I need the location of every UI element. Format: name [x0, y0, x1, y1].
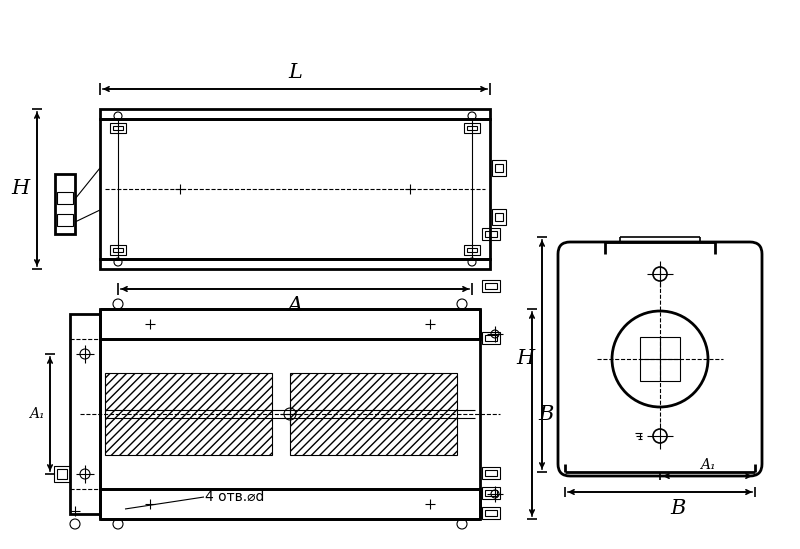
Bar — [57, 469, 67, 479]
Bar — [482, 280, 500, 292]
Bar — [485, 231, 497, 237]
Bar — [57, 214, 73, 226]
Text: 4 отв.⌀d: 4 отв.⌀d — [205, 490, 264, 504]
Bar — [467, 126, 477, 130]
Bar — [113, 248, 123, 252]
Bar — [467, 248, 477, 252]
Bar — [485, 335, 497, 341]
Text: A₁: A₁ — [30, 407, 45, 421]
Bar — [113, 126, 123, 130]
Bar — [482, 507, 500, 519]
Bar — [105, 373, 272, 455]
Bar — [640, 337, 680, 381]
Bar — [464, 123, 480, 133]
Bar — [464, 245, 480, 255]
Text: H: H — [12, 180, 30, 199]
Text: A: A — [287, 296, 302, 315]
Bar — [492, 160, 506, 176]
Bar — [290, 373, 457, 455]
Bar — [482, 228, 500, 240]
Bar — [70, 314, 100, 514]
Bar — [495, 164, 503, 172]
Bar — [485, 283, 497, 289]
Bar — [57, 192, 73, 204]
Bar — [110, 123, 126, 133]
Text: H: H — [517, 350, 535, 368]
Bar — [100, 109, 490, 119]
Bar — [54, 466, 70, 482]
Text: A₁: A₁ — [700, 458, 715, 472]
Bar — [100, 309, 480, 339]
Bar — [485, 510, 497, 516]
Bar — [485, 490, 497, 496]
Bar — [110, 245, 126, 255]
Bar — [100, 259, 490, 269]
Bar — [100, 119, 490, 259]
Bar — [492, 209, 506, 225]
Bar — [485, 470, 497, 476]
Bar — [55, 174, 75, 234]
Text: B: B — [670, 499, 686, 518]
Bar — [482, 332, 500, 344]
Text: L: L — [288, 63, 302, 82]
Bar — [495, 213, 503, 221]
Text: B: B — [538, 405, 554, 423]
Bar — [100, 489, 480, 519]
Bar — [482, 487, 500, 499]
Bar — [482, 467, 500, 479]
